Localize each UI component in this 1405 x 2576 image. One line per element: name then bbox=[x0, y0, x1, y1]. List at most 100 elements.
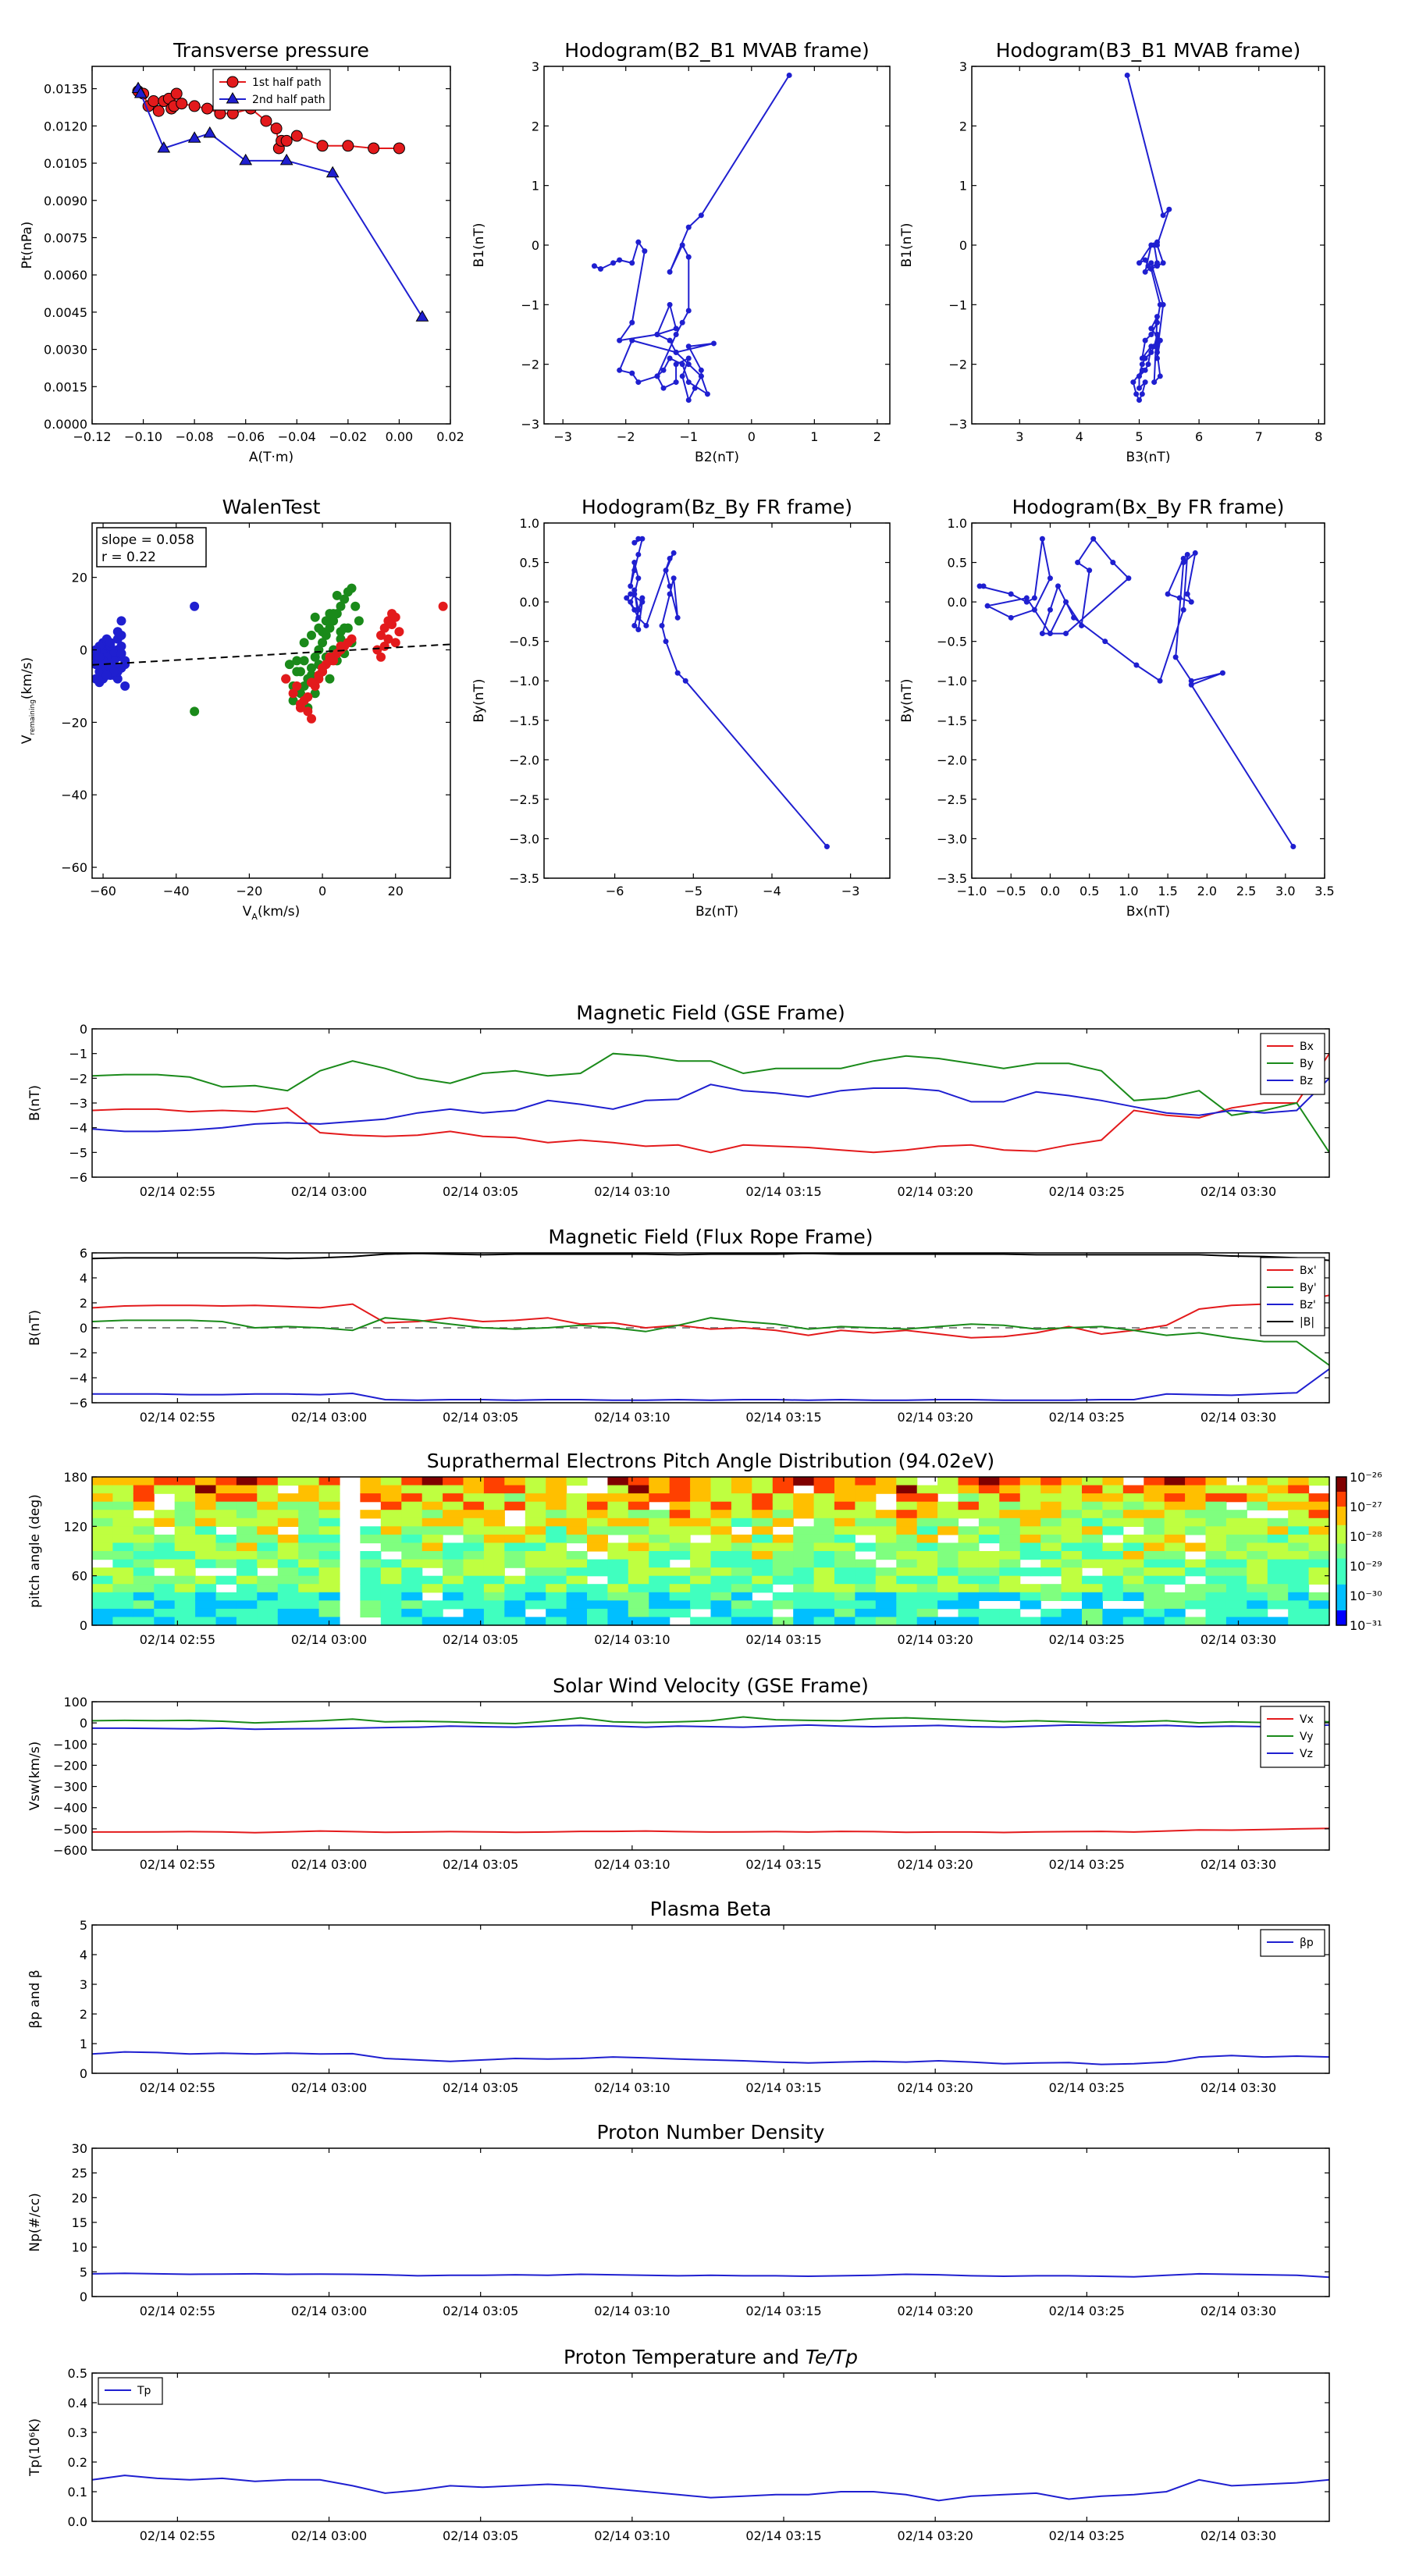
y-axis-label: Vremaining(km/s) bbox=[20, 657, 37, 744]
heatmap-cell bbox=[112, 1477, 134, 1486]
colorbar-segment bbox=[1336, 1547, 1346, 1552]
heatmap-cell bbox=[1247, 1501, 1268, 1510]
colorbar-segment bbox=[1336, 1610, 1346, 1615]
x-tick-label: −20 bbox=[237, 884, 263, 898]
heatmap-cell bbox=[752, 1485, 774, 1494]
data-point bbox=[976, 583, 983, 589]
heatmap-cell bbox=[483, 1600, 505, 1610]
heatmap-cell bbox=[1308, 1592, 1330, 1601]
heatmap-cell bbox=[133, 1600, 155, 1610]
heatmap-cell bbox=[752, 1477, 774, 1486]
heatmap-cell bbox=[277, 1575, 299, 1585]
heatmap-cell bbox=[277, 1510, 299, 1519]
y-tick-label: −2.5 bbox=[509, 792, 539, 807]
data-point bbox=[624, 595, 630, 601]
heatmap-cell bbox=[1019, 1501, 1041, 1510]
heatmap-cell bbox=[298, 1493, 320, 1503]
heatmap-cell bbox=[443, 1477, 464, 1486]
heatmap-cell bbox=[195, 1608, 217, 1618]
colorbar-segment bbox=[1336, 1573, 1346, 1578]
series-line bbox=[92, 1317, 1329, 1366]
heatmap-cell bbox=[546, 1542, 567, 1552]
heatmap-cell bbox=[669, 1608, 691, 1618]
heatmap-cell bbox=[752, 1542, 774, 1552]
heatmap-cell bbox=[422, 1575, 443, 1585]
y-tick-label: 30 bbox=[72, 2141, 87, 2156]
heatmap-cell bbox=[112, 1551, 134, 1560]
heatmap-cell bbox=[525, 1575, 546, 1585]
data-point bbox=[591, 263, 597, 269]
heatmap-cell bbox=[855, 1493, 877, 1503]
heatmap-cell bbox=[1308, 1510, 1330, 1519]
heatmap-cell bbox=[463, 1559, 485, 1568]
heatmap-cell bbox=[443, 1592, 464, 1601]
x-tick-label: 8 bbox=[1314, 429, 1322, 444]
heatmap-cell bbox=[422, 1501, 443, 1510]
heatmap-cell bbox=[793, 1477, 815, 1486]
data-point bbox=[1188, 681, 1194, 688]
heatmap-cell bbox=[1019, 1584, 1041, 1593]
heatmap-cell bbox=[257, 1551, 279, 1560]
x-tick-label: 2.5 bbox=[1236, 884, 1256, 898]
data-point bbox=[188, 100, 201, 112]
y-tick-label: 0.0000 bbox=[44, 417, 87, 432]
heatmap-cell bbox=[813, 1510, 835, 1519]
heatmap-cell bbox=[710, 1567, 732, 1577]
data-point bbox=[310, 612, 320, 622]
heatmap-cell bbox=[813, 1493, 835, 1503]
heatmap-cell bbox=[1288, 1584, 1310, 1593]
heatmap-cell bbox=[401, 1501, 423, 1510]
heatmap-cell bbox=[669, 1575, 691, 1585]
heatmap-cell bbox=[710, 1542, 732, 1552]
data-point bbox=[438, 601, 448, 611]
heatmap-cell bbox=[215, 1592, 237, 1601]
heatmap-cell bbox=[112, 1567, 134, 1577]
data-point bbox=[260, 115, 272, 127]
heatmap-cell bbox=[1144, 1617, 1165, 1626]
heatmap-cell bbox=[772, 1493, 794, 1503]
heatmap-cell bbox=[1164, 1608, 1186, 1618]
heatmap-cell bbox=[710, 1493, 732, 1503]
heatmap-cell bbox=[834, 1542, 855, 1552]
heatmap-cell bbox=[1019, 1600, 1041, 1610]
heatmap-cell bbox=[1040, 1551, 1062, 1560]
legend-label: Bz bbox=[1300, 1075, 1313, 1087]
heatmap-cell bbox=[1308, 1567, 1330, 1577]
heatmap-cell bbox=[772, 1592, 794, 1601]
heatmap-cell bbox=[401, 1600, 423, 1610]
y-tick-label: 0.0105 bbox=[44, 156, 87, 171]
data-point bbox=[1154, 355, 1160, 361]
heatmap-cell bbox=[1144, 1534, 1165, 1544]
heatmap-cell bbox=[1144, 1592, 1165, 1601]
heatmap-cell bbox=[731, 1542, 752, 1552]
heatmap-cell bbox=[1225, 1575, 1247, 1585]
series-line bbox=[137, 88, 423, 318]
y-tick-label: 20 bbox=[72, 2190, 87, 2205]
data-point bbox=[635, 627, 642, 632]
heatmap-cell bbox=[133, 1517, 155, 1527]
heatmap-cell bbox=[174, 1477, 196, 1486]
heatmap-cell bbox=[855, 1617, 877, 1626]
heatmap-cell bbox=[1267, 1559, 1289, 1568]
heatmap-cell bbox=[1164, 1592, 1186, 1601]
annotation-box bbox=[96, 527, 207, 568]
y-tick-label: 0.0 bbox=[520, 595, 539, 610]
data-point bbox=[635, 239, 642, 245]
heatmap-cell bbox=[834, 1534, 855, 1544]
x-tick-label: 02/14 03:05 bbox=[443, 1184, 518, 1199]
heatmap-cell bbox=[896, 1551, 918, 1560]
heatmap-cell bbox=[999, 1559, 1021, 1568]
y-tick-label: 0.0120 bbox=[44, 119, 87, 133]
heatmap-cell bbox=[813, 1534, 835, 1544]
heatmap-cell bbox=[999, 1567, 1021, 1577]
y-axis-label: βp and β bbox=[27, 1969, 43, 2028]
heatmap-cell bbox=[628, 1617, 649, 1626]
heatmap-cell bbox=[649, 1567, 670, 1577]
heatmap-cell bbox=[793, 1617, 815, 1626]
y-tick-label: 0.5 bbox=[68, 2366, 87, 2381]
heatmap-cell bbox=[813, 1559, 835, 1568]
heatmap-cell bbox=[999, 1501, 1021, 1510]
data-point bbox=[786, 72, 792, 78]
heatmap-cell bbox=[793, 1567, 815, 1577]
